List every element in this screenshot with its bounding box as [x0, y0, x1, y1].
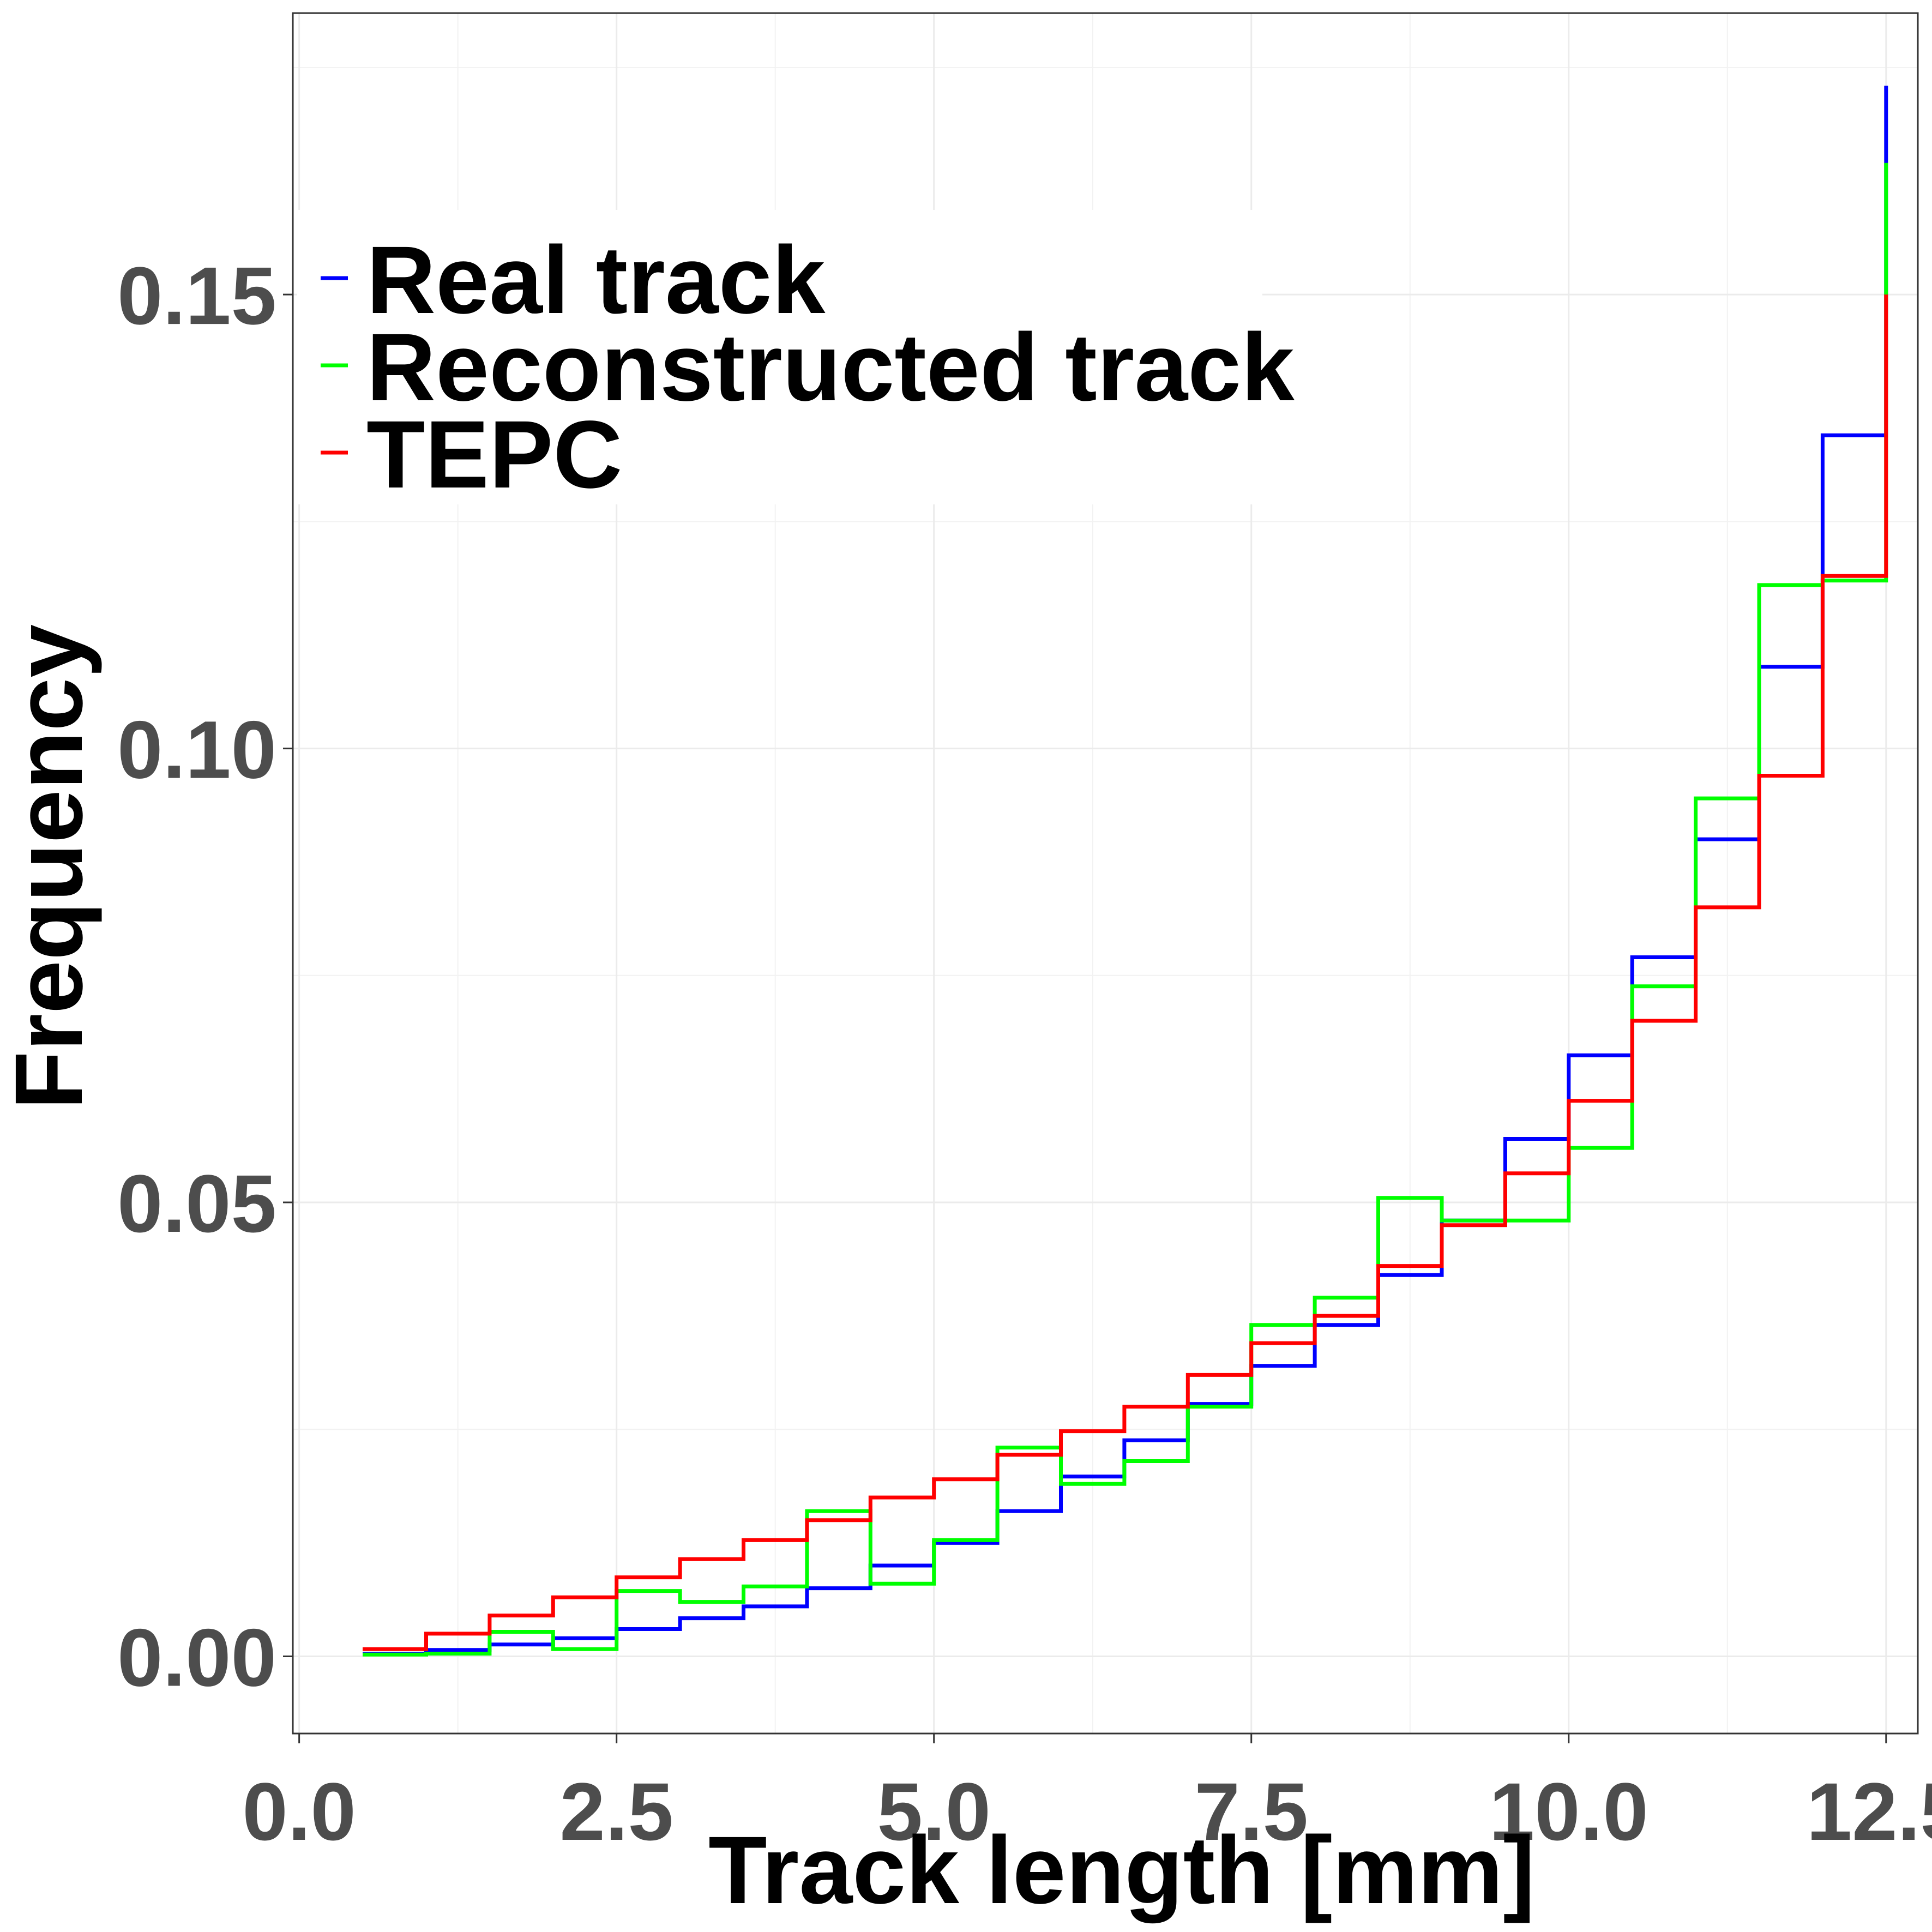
series-line-tepc	[363, 294, 1888, 1651]
legend-label-tepc: TEPC	[366, 401, 622, 508]
x-tick-label: 5.0	[877, 1766, 991, 1857]
series-layer	[363, 86, 1888, 1657]
legend-label-reconstructed-track: Reconstructed track	[366, 314, 1295, 421]
y-tick-label: 0.05	[117, 1158, 276, 1249]
y-tick-label: 0.00	[117, 1611, 276, 1703]
y-axis-title: Frequency	[0, 624, 103, 1110]
legend-background	[297, 210, 1262, 504]
grid-major	[293, 13, 1918, 1734]
y-tick-label: 0.10	[117, 704, 276, 796]
panel-border	[292, 12, 1919, 1735]
tick-labels: 0.0 2.5 5.0 7.5 10.0 12.5 0.00 0.05 0.10 0.15	[117, 250, 1932, 1857]
axis-ticks	[283, 293, 1887, 1743]
x-tick-label: 12.5	[1807, 1766, 1932, 1857]
x-tick-label: 10.0	[1489, 1766, 1648, 1857]
x-tick-label: 7.5	[1194, 1766, 1308, 1857]
legend-label-real-track: Real track	[366, 227, 826, 334]
x-tick-label: 0.0	[242, 1766, 356, 1857]
x-axis-title: Track length [mm]	[708, 1817, 1535, 1924]
y-tick-label: 0.15	[117, 250, 276, 341]
series-line-reconstructed-track	[363, 162, 1888, 1657]
x-tick-label: 2.5	[559, 1766, 673, 1857]
